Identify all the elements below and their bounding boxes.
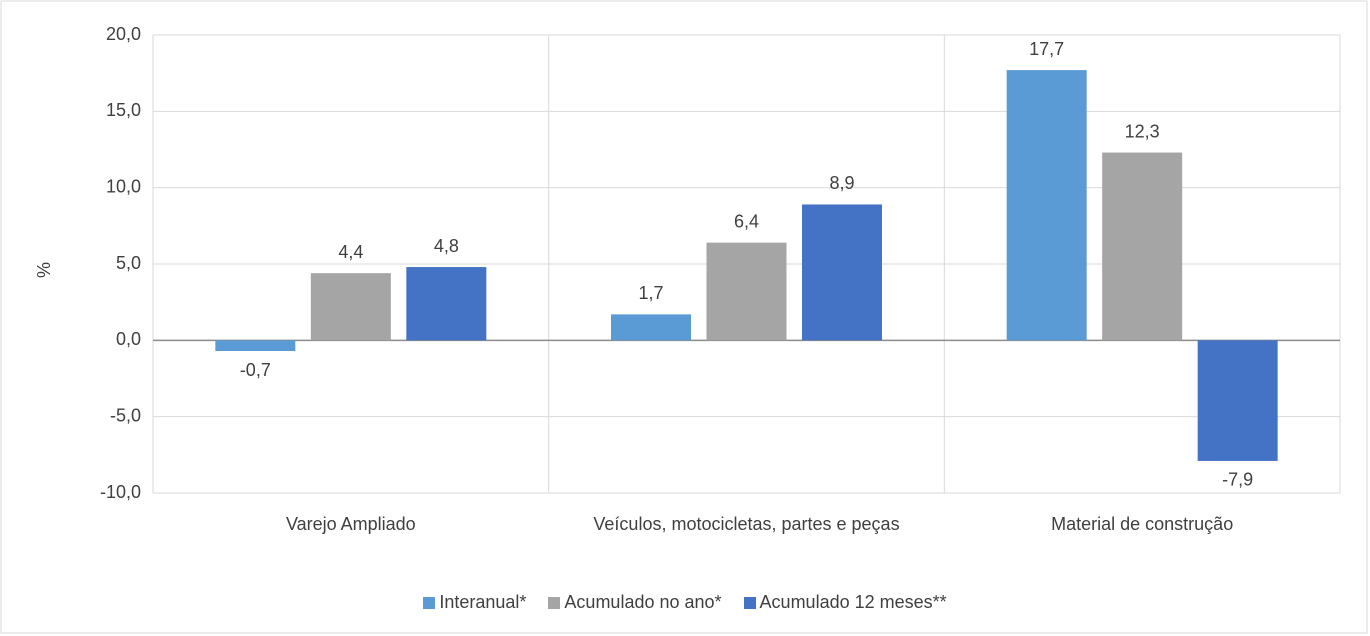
legend-item: Acumulado 12 meses** xyxy=(743,592,947,613)
y-tick-label: 0,0 xyxy=(116,329,141,349)
x-tick-label: Varejo Ampliado xyxy=(285,514,416,534)
value-label: 17,7 xyxy=(1029,39,1064,59)
value-label: 6,4 xyxy=(734,211,759,231)
value-label: 1,7 xyxy=(638,283,663,303)
legend-swatch xyxy=(743,596,756,609)
value-label: 4,4 xyxy=(338,242,363,262)
legend-label: Acumulado no ano* xyxy=(564,592,722,612)
x-tick-label: Material de construção xyxy=(1051,514,1234,534)
y-axis-label: % xyxy=(34,262,54,278)
bar xyxy=(1197,340,1278,461)
y-tick-label: 20,0 xyxy=(106,24,141,44)
value-label: -7,9 xyxy=(1222,470,1253,490)
value-label: 4,8 xyxy=(434,236,459,256)
bar xyxy=(1102,152,1183,341)
legend-item: Acumulado no ano* xyxy=(548,592,722,613)
bar xyxy=(706,242,787,341)
legend-label: Interanual* xyxy=(439,592,527,612)
legend-label: Acumulado 12 meses** xyxy=(759,592,947,612)
y-tick-label: 10,0 xyxy=(106,176,141,196)
bar xyxy=(1006,70,1087,341)
bar xyxy=(310,273,391,341)
y-tick-label: -10,0 xyxy=(100,482,141,502)
bar xyxy=(611,314,691,341)
y-tick-label: 15,0 xyxy=(106,100,141,120)
legend-swatch xyxy=(548,596,561,609)
y-tick-label: -5,0 xyxy=(110,405,141,425)
value-label: 12,3 xyxy=(1125,121,1160,141)
bar xyxy=(215,340,296,352)
x-tick-label: Veículos, motocicletas, partes e peças xyxy=(593,514,900,534)
legend-item: Interanual* xyxy=(423,592,526,613)
legend: Interanual* Acumulado no ano* Acumulado 12… xyxy=(0,592,1370,613)
y-tick-label: 5,0 xyxy=(116,253,141,273)
value-label: -0,7 xyxy=(240,360,271,380)
bar xyxy=(406,267,487,341)
legend-swatch xyxy=(423,596,436,609)
value-label: 8,9 xyxy=(829,173,854,193)
bar xyxy=(802,204,882,341)
